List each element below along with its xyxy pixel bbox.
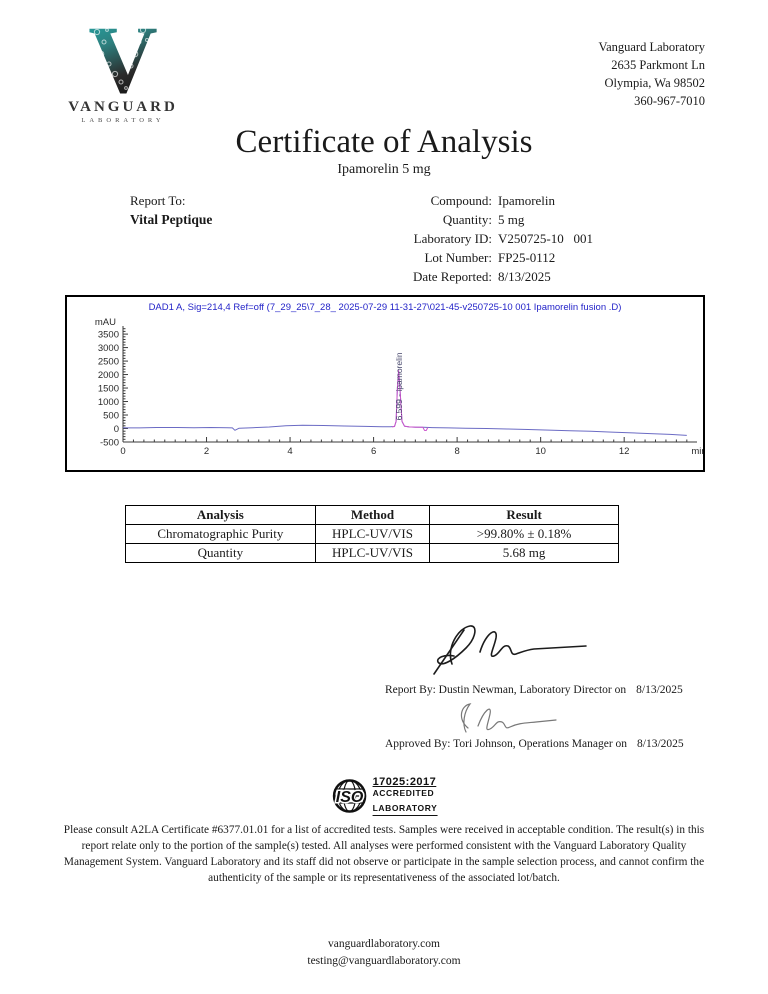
- detail-label: Quantity:: [442, 212, 492, 227]
- svg-text:8: 8: [454, 446, 459, 457]
- footer-email: testing@vanguardlaboratory.com: [307, 955, 461, 967]
- report-by-text: Report By: Dustin Newman, Laboratory Dir…: [385, 684, 627, 696]
- page-title: Certificate of Analysis: [235, 124, 533, 160]
- svg-text:6: 6: [371, 446, 376, 457]
- col-result: Result: [429, 505, 619, 525]
- address-line: 2635 Parkmont Ln: [611, 58, 705, 72]
- chromatogram-panel: DAD1 A, Sig=214,4 Ref=off (7_29_25\7_28_…: [65, 295, 705, 472]
- results-table: Analysis Method Result Chromatographic P…: [125, 505, 619, 563]
- table-header-row: Analysis Method Result: [125, 505, 619, 525]
- svg-text:2500: 2500: [98, 357, 119, 368]
- iso-globe-icon: ISO: [332, 779, 367, 814]
- approved-by-text: Approved By: Tori Johnson, Operations Ma…: [385, 738, 628, 750]
- report-to-name: Vital Peptique: [130, 212, 213, 227]
- svg-text:1500: 1500: [98, 384, 119, 395]
- detail-value: Ipamorelin: [498, 193, 556, 208]
- footer-website: vanguardlaboratory.com: [328, 938, 440, 950]
- table-row: Chromatographic Purity HPLC-UV/VIS >99.8…: [125, 524, 619, 544]
- detail-label: Compound:: [430, 193, 492, 208]
- report-to-block: Report To: Vital Peptique: [130, 191, 212, 229]
- svg-text:min: min: [691, 446, 703, 457]
- svg-text:-500: -500: [100, 438, 119, 449]
- report-by-line: Report By: Dustin Newman, Laboratory Dir…: [385, 684, 683, 696]
- iso-accreditation-badge: ISO 17025:2017 ACCREDITED LABORATORY: [331, 776, 438, 817]
- svg-text:0: 0: [114, 424, 119, 435]
- approved-by-signature-icon: [460, 703, 557, 733]
- iso-standard: 17025:2017: [372, 776, 437, 788]
- col-analysis: Analysis: [125, 505, 316, 525]
- iso-badge-text: 17025:2017 ACCREDITED LABORATORY: [372, 776, 438, 817]
- logo-subtitle: LABORATORY: [81, 117, 165, 124]
- svg-text:6.599 - ipamorelin: 6.599 - ipamorelin: [394, 352, 404, 420]
- cell-result: 5.68 mg: [429, 543, 619, 563]
- detail-row: Lot Number: FP25-0112: [300, 248, 645, 267]
- table-row: Quantity HPLC-UV/VIS 5.68 mg: [125, 543, 619, 563]
- detail-row: Date Reported: 8/13/2025: [300, 267, 645, 286]
- report-date: 8/13/2025: [636, 684, 683, 696]
- svg-text:10: 10: [535, 446, 546, 457]
- svg-text:4: 4: [287, 446, 292, 457]
- cell-analysis: Chromatographic Purity: [125, 524, 316, 544]
- vanguard-logo: V VANGUARD LABORATORY: [58, 6, 188, 124]
- cell-analysis: Quantity: [125, 543, 316, 563]
- svg-text:V: V: [88, 16, 157, 100]
- chromatogram-header: DAD1 A, Sig=214,4 Ref=off (7_29_25\7_28_…: [148, 302, 622, 313]
- footer: vanguardlaboratory.com testing@vanguardl…: [0, 936, 768, 970]
- detail-value: 5 mg: [498, 212, 525, 227]
- svg-text:12: 12: [619, 446, 630, 457]
- cell-result: >99.80% ± 0.18%: [429, 524, 619, 544]
- svg-text:3500: 3500: [98, 330, 119, 341]
- detail-label: Date Reported:: [412, 269, 492, 284]
- svg-text:2: 2: [204, 446, 209, 457]
- detail-row: Compound: Ipamorelin: [300, 191, 645, 210]
- detail-label: Laboratory ID:: [413, 231, 492, 246]
- iso-laboratory: LABORATORY: [372, 804, 438, 817]
- svg-text:500: 500: [103, 411, 119, 422]
- cell-method: HPLC-UV/VIS: [314, 524, 431, 544]
- report-to-label: Report To:: [130, 193, 186, 208]
- iso-accredited: ACCREDITED: [372, 787, 435, 798]
- logo-wordmark: VANGUARD: [68, 99, 178, 115]
- address-line: Olympia, Wa 98502: [604, 76, 706, 90]
- svg-text:mAU: mAU: [95, 317, 116, 328]
- detail-value: 8/13/2025: [498, 269, 551, 284]
- detail-row: Quantity: 5 mg: [300, 210, 645, 229]
- address-line: Vanguard Laboratory: [598, 40, 705, 54]
- svg-text:0: 0: [120, 446, 125, 457]
- approved-by-line: Approved By: Tori Johnson, Operations Ma…: [385, 738, 684, 750]
- report-by-signature-icon: [433, 625, 587, 675]
- svg-text:2000: 2000: [98, 370, 119, 381]
- detail-value: FP25-0112: [498, 250, 556, 265]
- page-subtitle: Ipamorelin 5 mg: [337, 162, 431, 177]
- svg-text:3000: 3000: [98, 343, 119, 354]
- detail-label: Lot Number:: [424, 250, 492, 265]
- detail-row: Laboratory ID: V250725-10 001: [300, 229, 645, 248]
- iso-text: ISO: [336, 789, 364, 806]
- col-method: Method: [314, 505, 431, 525]
- approved-date: 8/13/2025: [637, 738, 684, 750]
- svg-text:1000: 1000: [98, 397, 119, 408]
- disclaimer-text: Please consult A2LA Certificate #6377.01…: [63, 824, 705, 884]
- cell-method: HPLC-UV/VIS: [314, 543, 431, 563]
- detail-value: V250725-10 001: [498, 231, 593, 246]
- lab-address: Vanguard Laboratory 2635 Parkmont Ln Oly…: [598, 38, 705, 110]
- address-line: 360-967-7010: [634, 94, 705, 108]
- sample-details: Compound: Ipamorelin Quantity: 5 mg Labo…: [300, 191, 645, 286]
- vanguard-v-icon: V: [88, 6, 157, 113]
